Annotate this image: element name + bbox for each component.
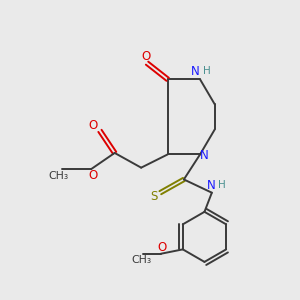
Text: O: O bbox=[158, 241, 167, 254]
Text: S: S bbox=[150, 190, 158, 203]
Text: CH₃: CH₃ bbox=[131, 255, 152, 265]
Text: O: O bbox=[88, 169, 98, 182]
Text: O: O bbox=[89, 119, 98, 132]
Text: H: H bbox=[203, 66, 210, 76]
Text: N: N bbox=[200, 149, 209, 162]
Text: O: O bbox=[141, 50, 150, 63]
Text: H: H bbox=[218, 180, 225, 190]
Text: CH₃: CH₃ bbox=[49, 171, 69, 181]
Text: N: N bbox=[207, 179, 216, 192]
Text: N: N bbox=[190, 64, 199, 78]
